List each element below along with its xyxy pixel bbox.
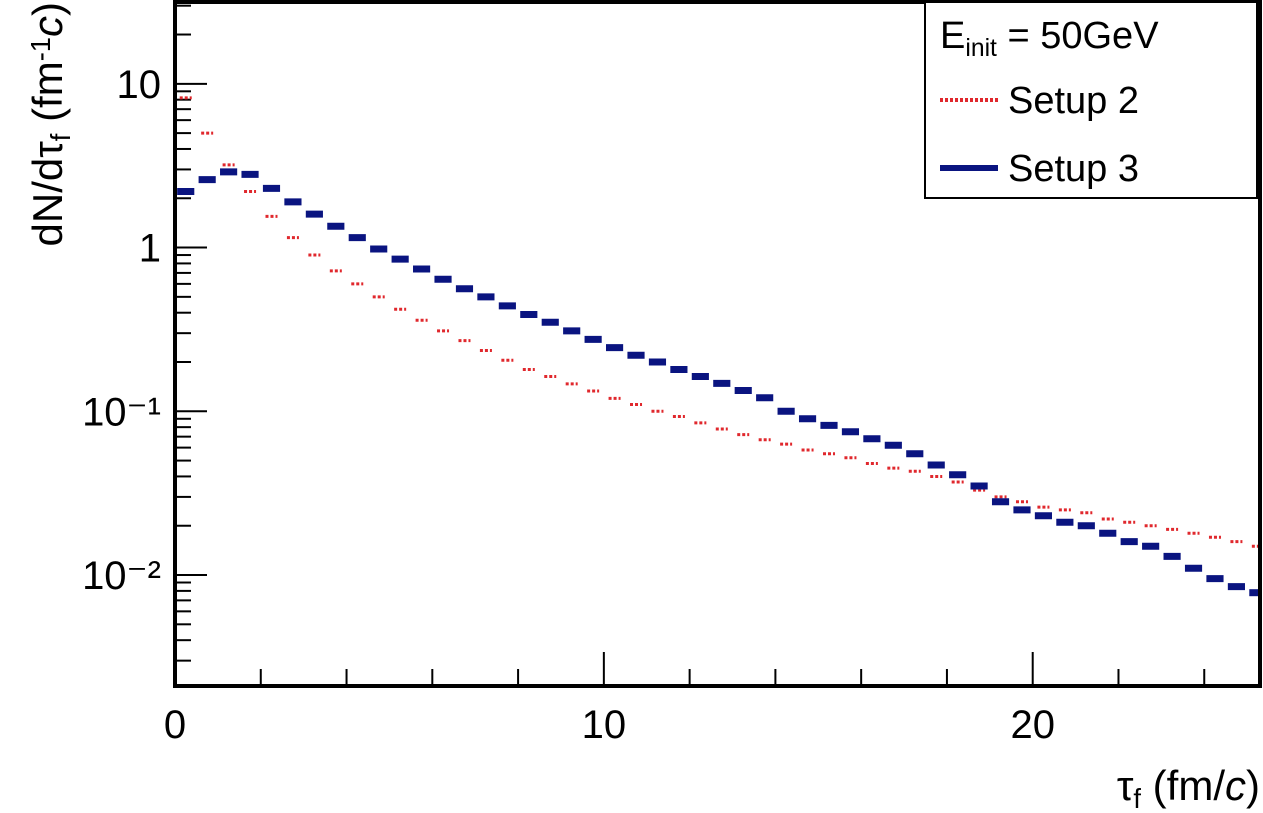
label-part: ) <box>24 2 71 16</box>
label-part: init <box>965 35 997 62</box>
label-part: E <box>940 15 965 57</box>
label-part: -1 <box>25 37 56 61</box>
label-part: (fm/ <box>1141 762 1225 809</box>
label-part: f <box>1133 783 1141 813</box>
label-part: = 50GeV <box>997 15 1159 57</box>
label-part: c <box>24 16 71 37</box>
y-tick-label: 1 <box>139 227 161 271</box>
x-tick-label: 10 <box>582 703 627 747</box>
legend-label: Setup 3 <box>1008 148 1139 190</box>
label-part: ) <box>1246 762 1260 809</box>
label-part: dN/dτ <box>24 141 71 247</box>
label-part: τ <box>1117 762 1134 809</box>
plot-frame <box>173 0 1262 688</box>
label-part: c <box>1225 762 1246 809</box>
legend-label: Setup 2 <box>1008 80 1139 122</box>
label-part: (fm <box>24 61 71 133</box>
y-tick-label: 10 <box>117 63 162 107</box>
y-axis-label: dN/dτf (fm-1c) <box>24 2 76 247</box>
y-tick-label: 10⁻² <box>82 554 161 598</box>
x-tick-label: 20 <box>1010 703 1055 747</box>
y-tick-label: 10⁻¹ <box>82 390 161 434</box>
legend-title: Einit = 50GeV <box>940 15 1159 62</box>
x-tick-label: 0 <box>164 703 186 747</box>
x-axis-label: τf (fm/c) <box>1117 762 1260 813</box>
label-part: f <box>45 133 76 141</box>
